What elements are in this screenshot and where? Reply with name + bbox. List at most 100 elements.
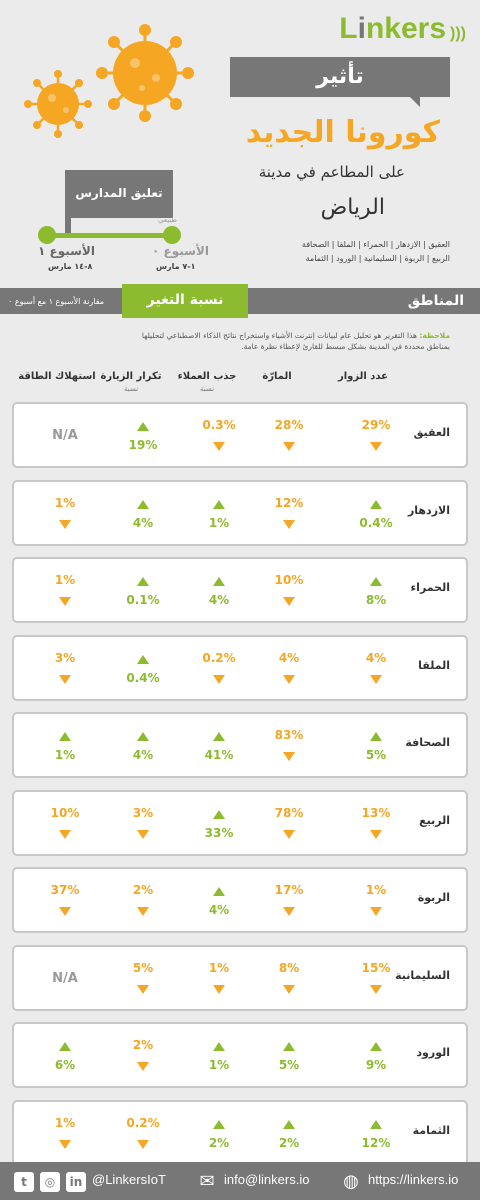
energy-cell: 37% <box>38 869 92 929</box>
passers-value: 78% <box>274 805 304 820</box>
arrow-up-icon <box>213 577 225 586</box>
region-card: الازدهار 0.4% 12% 1% 4% 1% <box>12 479 468 546</box>
repeat-value: 4% <box>132 748 154 762</box>
repeat-cell: 5% <box>116 947 170 1007</box>
energy-cell: N/A <box>38 404 92 464</box>
visitors-value: 13% <box>361 805 391 820</box>
comparison-label: مقارنة الأسبوع ١ مع أسبوع ٠ <box>8 297 105 306</box>
arrow-down-icon <box>370 829 382 839</box>
energy-value: 1% <box>54 495 76 510</box>
passers-cell: 5% <box>262 1024 316 1084</box>
visitors-cell: 12% <box>349 1102 403 1162</box>
arrow-up-icon <box>213 887 225 896</box>
arrow-down-icon <box>137 1062 149 1071</box>
attraction-value: 4% <box>208 593 230 607</box>
energy-value: 3% <box>54 650 76 665</box>
arrow-up-icon <box>283 1119 295 1129</box>
arrow-up-icon <box>213 1042 225 1051</box>
title-banner-tail <box>410 97 420 107</box>
col-attraction: جذب العملاء <box>177 371 237 382</box>
week1-dates: ٨-١٤ مارس <box>48 262 93 271</box>
passers-value: 17% <box>274 883 304 897</box>
timeline-line <box>48 233 176 238</box>
arrow-down-icon <box>59 907 71 916</box>
energy-cell: 1% <box>38 1102 92 1162</box>
energy-value: 1% <box>54 748 76 762</box>
email-link[interactable]: info@linkers.io <box>224 1172 310 1187</box>
arrow-up-icon <box>213 499 225 509</box>
repeat-value: 2% <box>132 1038 154 1052</box>
social-handle[interactable]: @LinkersIoT <box>92 1172 166 1187</box>
passers-value: 28% <box>274 418 304 432</box>
repeat-cell: 2% <box>116 869 170 929</box>
energy-value: N/A <box>52 970 78 986</box>
region-card: الورود 9% 5% 1% 2% 6% <box>12 1022 468 1088</box>
week0-dates: ١-٧ مارس <box>156 262 196 271</box>
arrow-down-icon <box>370 907 382 916</box>
visitors-cell: 5% <box>349 714 403 774</box>
passers-value: 2% <box>278 1135 300 1150</box>
arrow-up-icon <box>370 732 382 741</box>
attraction-cell: 1% <box>192 482 246 542</box>
arrow-up-icon <box>213 1119 225 1129</box>
visitors-value: 9% <box>365 1058 387 1072</box>
coronavirus-large-icon <box>96 24 194 122</box>
region-card: الملقا 4% 4% 0.2% 0.4% 3% <box>12 634 468 701</box>
attraction-value: 1% <box>208 960 230 975</box>
districts-list: العقيق | الازدهار | الحمراء | الملقا | ا… <box>230 238 450 266</box>
attraction-value: 4% <box>208 903 230 917</box>
region-card: الربوة 1% 17% 4% 2% 37% <box>12 867 468 933</box>
visitors-value: 5% <box>365 748 387 762</box>
website-link[interactable]: https://linkers.io <box>368 1172 459 1187</box>
repeat-value: 4% <box>132 515 154 530</box>
col-energy: استهلاك الطاقة <box>18 371 96 382</box>
visitors-cell: 15% <box>349 947 403 1007</box>
attraction-cell: 1% <box>192 947 246 1007</box>
passers-cell: 12% <box>262 482 316 542</box>
region-name: الورود <box>416 1046 450 1059</box>
region-name: الثمامة <box>412 1123 450 1137</box>
arrow-up-icon <box>370 1119 382 1129</box>
arrow-down-icon <box>283 752 295 761</box>
arrow-down-icon <box>137 907 149 916</box>
region-name: الربيع <box>419 813 450 827</box>
region-card: العقيق 29% 28% 0.3% 19% N/A <box>12 402 468 468</box>
city-name: الرياض <box>320 195 385 220</box>
visitors-value: 29% <box>361 418 391 432</box>
repeat-value: 19% <box>128 438 158 452</box>
energy-value: N/A <box>52 428 78 443</box>
visitors-value: 12% <box>361 1135 391 1150</box>
linkedin-icon[interactable]: in <box>66 1172 86 1192</box>
attraction-cell: 1% <box>192 1024 246 1084</box>
linkers-logo: Linkers))) <box>339 12 466 46</box>
attraction-cell: 33% <box>192 792 246 852</box>
attraction-cell: 0.2% <box>192 637 246 697</box>
school-suspension-callout: تعليق المدارس <box>65 170 173 218</box>
twitter-icon[interactable]: t <box>14 1172 34 1192</box>
passers-cell: 10% <box>262 559 316 619</box>
note-label: ملاحظة: <box>419 331 450 340</box>
repeat-cell: 0.1% <box>116 559 170 619</box>
repeat-cell: 2% <box>116 1024 170 1084</box>
visitors-value: 15% <box>361 960 391 975</box>
arrow-down-icon <box>213 984 225 994</box>
attraction-cell: 4% <box>192 559 246 619</box>
instagram-icon[interactable]: ◎ <box>40 1172 60 1192</box>
logo-i: i <box>357 12 366 45</box>
arrow-down-icon <box>59 829 71 839</box>
subtitle: على المطاعم في مدينة <box>258 163 405 181</box>
attraction-cell: 4% <box>192 869 246 929</box>
arrow-up-icon <box>283 1042 295 1051</box>
repeat-value: 2% <box>132 883 154 897</box>
visitors-cell: 9% <box>349 1024 403 1084</box>
title-banner: تأثير <box>230 57 450 97</box>
arrow-down-icon <box>283 442 295 451</box>
passers-value: 8% <box>278 960 300 975</box>
logo-letter: L <box>339 12 358 45</box>
energy-cell: 6% <box>38 1024 92 1084</box>
arrow-down-icon <box>59 519 71 529</box>
region-name: الازدهار <box>407 503 450 517</box>
arrow-down-icon <box>283 984 295 994</box>
energy-cell: 10% <box>38 792 92 852</box>
arrow-up-icon <box>370 499 382 509</box>
